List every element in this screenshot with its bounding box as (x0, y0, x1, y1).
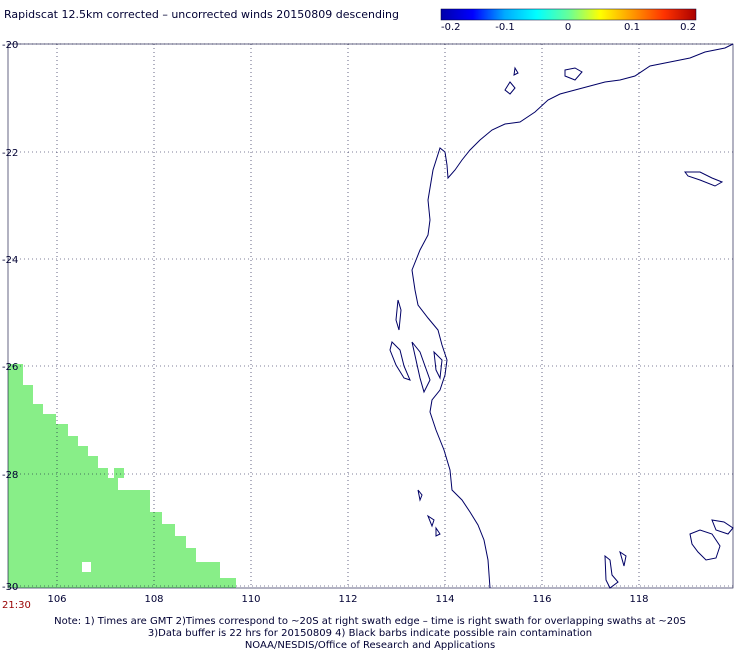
colorbar-label: -0.2 (441, 22, 461, 33)
coastline-island (564, 67, 583, 81)
coastline-island (411, 341, 431, 394)
longitude-tick-label: 114 (435, 594, 454, 605)
longitude-tick-label: 106 (47, 594, 66, 605)
note-line-2: 3)Data buffer is 22 hrs for 20150809 4) … (147, 628, 593, 639)
latitude-tick-label: -24 (2, 255, 18, 266)
coastline-island (504, 81, 516, 95)
map-frame (7, 43, 734, 589)
map-panel: 106 108 110 112 114 116 118 -20 -22 -24 -26 -28 -30 (2, 40, 734, 605)
map-title: Rapidscat 12.5km corrected – uncorrected… (4, 8, 400, 21)
coastline-island (433, 350, 443, 380)
coastline-island (513, 66, 519, 76)
coastline (389, 43, 734, 589)
coastline-island (389, 341, 411, 381)
longitude-tick-label: 112 (338, 594, 357, 605)
grid-lines (7, 43, 734, 589)
coastline-island (435, 526, 441, 537)
coastline-main (411, 43, 734, 589)
latitude-tick-label: -22 (2, 148, 18, 159)
coastline-island (417, 489, 423, 502)
coastline-island (426, 514, 435, 528)
colorbar-label: 0 (565, 22, 571, 33)
latitude-tick-label: -26 (2, 362, 18, 373)
longitude-tick-label: 110 (241, 594, 260, 605)
longitude-tick-label: 118 (629, 594, 648, 605)
longitude-tick-label: 116 (532, 594, 551, 605)
swath-cell (114, 468, 124, 478)
coastline-island (711, 519, 734, 535)
swath-gap (82, 562, 91, 572)
axis-ticks: 106 108 110 112 114 116 118 -20 -22 -24 -26 -28 -30 (2, 40, 649, 605)
coastline-island (395, 299, 402, 331)
coastline-island (684, 171, 724, 187)
coastline-island (689, 529, 721, 561)
colorbar-gradient (440, 8, 697, 21)
wind-swath (8, 364, 236, 588)
longitude-tick-label: 108 (144, 594, 163, 605)
swath-time-label: 21:30 (2, 600, 31, 611)
colorbar-label: -0.1 (495, 22, 515, 33)
coastline-island (619, 550, 627, 567)
note-line-3: NOAA/NESDIS/Office of Research and Appli… (244, 640, 496, 651)
latitude-tick-label: -30 (2, 582, 18, 593)
colorbar: -0.2 -0.1 0 0.1 0.2 (440, 8, 697, 33)
latitude-tick-label: -20 (2, 40, 18, 51)
colorbar-label: 0.2 (680, 22, 696, 33)
colorbar-label: 0.1 (624, 22, 640, 33)
note-line-1: Note: 1) Times are GMT 2)Times correspon… (54, 616, 686, 627)
latitude-tick-label: -28 (2, 470, 18, 481)
swath-area (8, 364, 236, 588)
coastline-island (604, 554, 619, 589)
